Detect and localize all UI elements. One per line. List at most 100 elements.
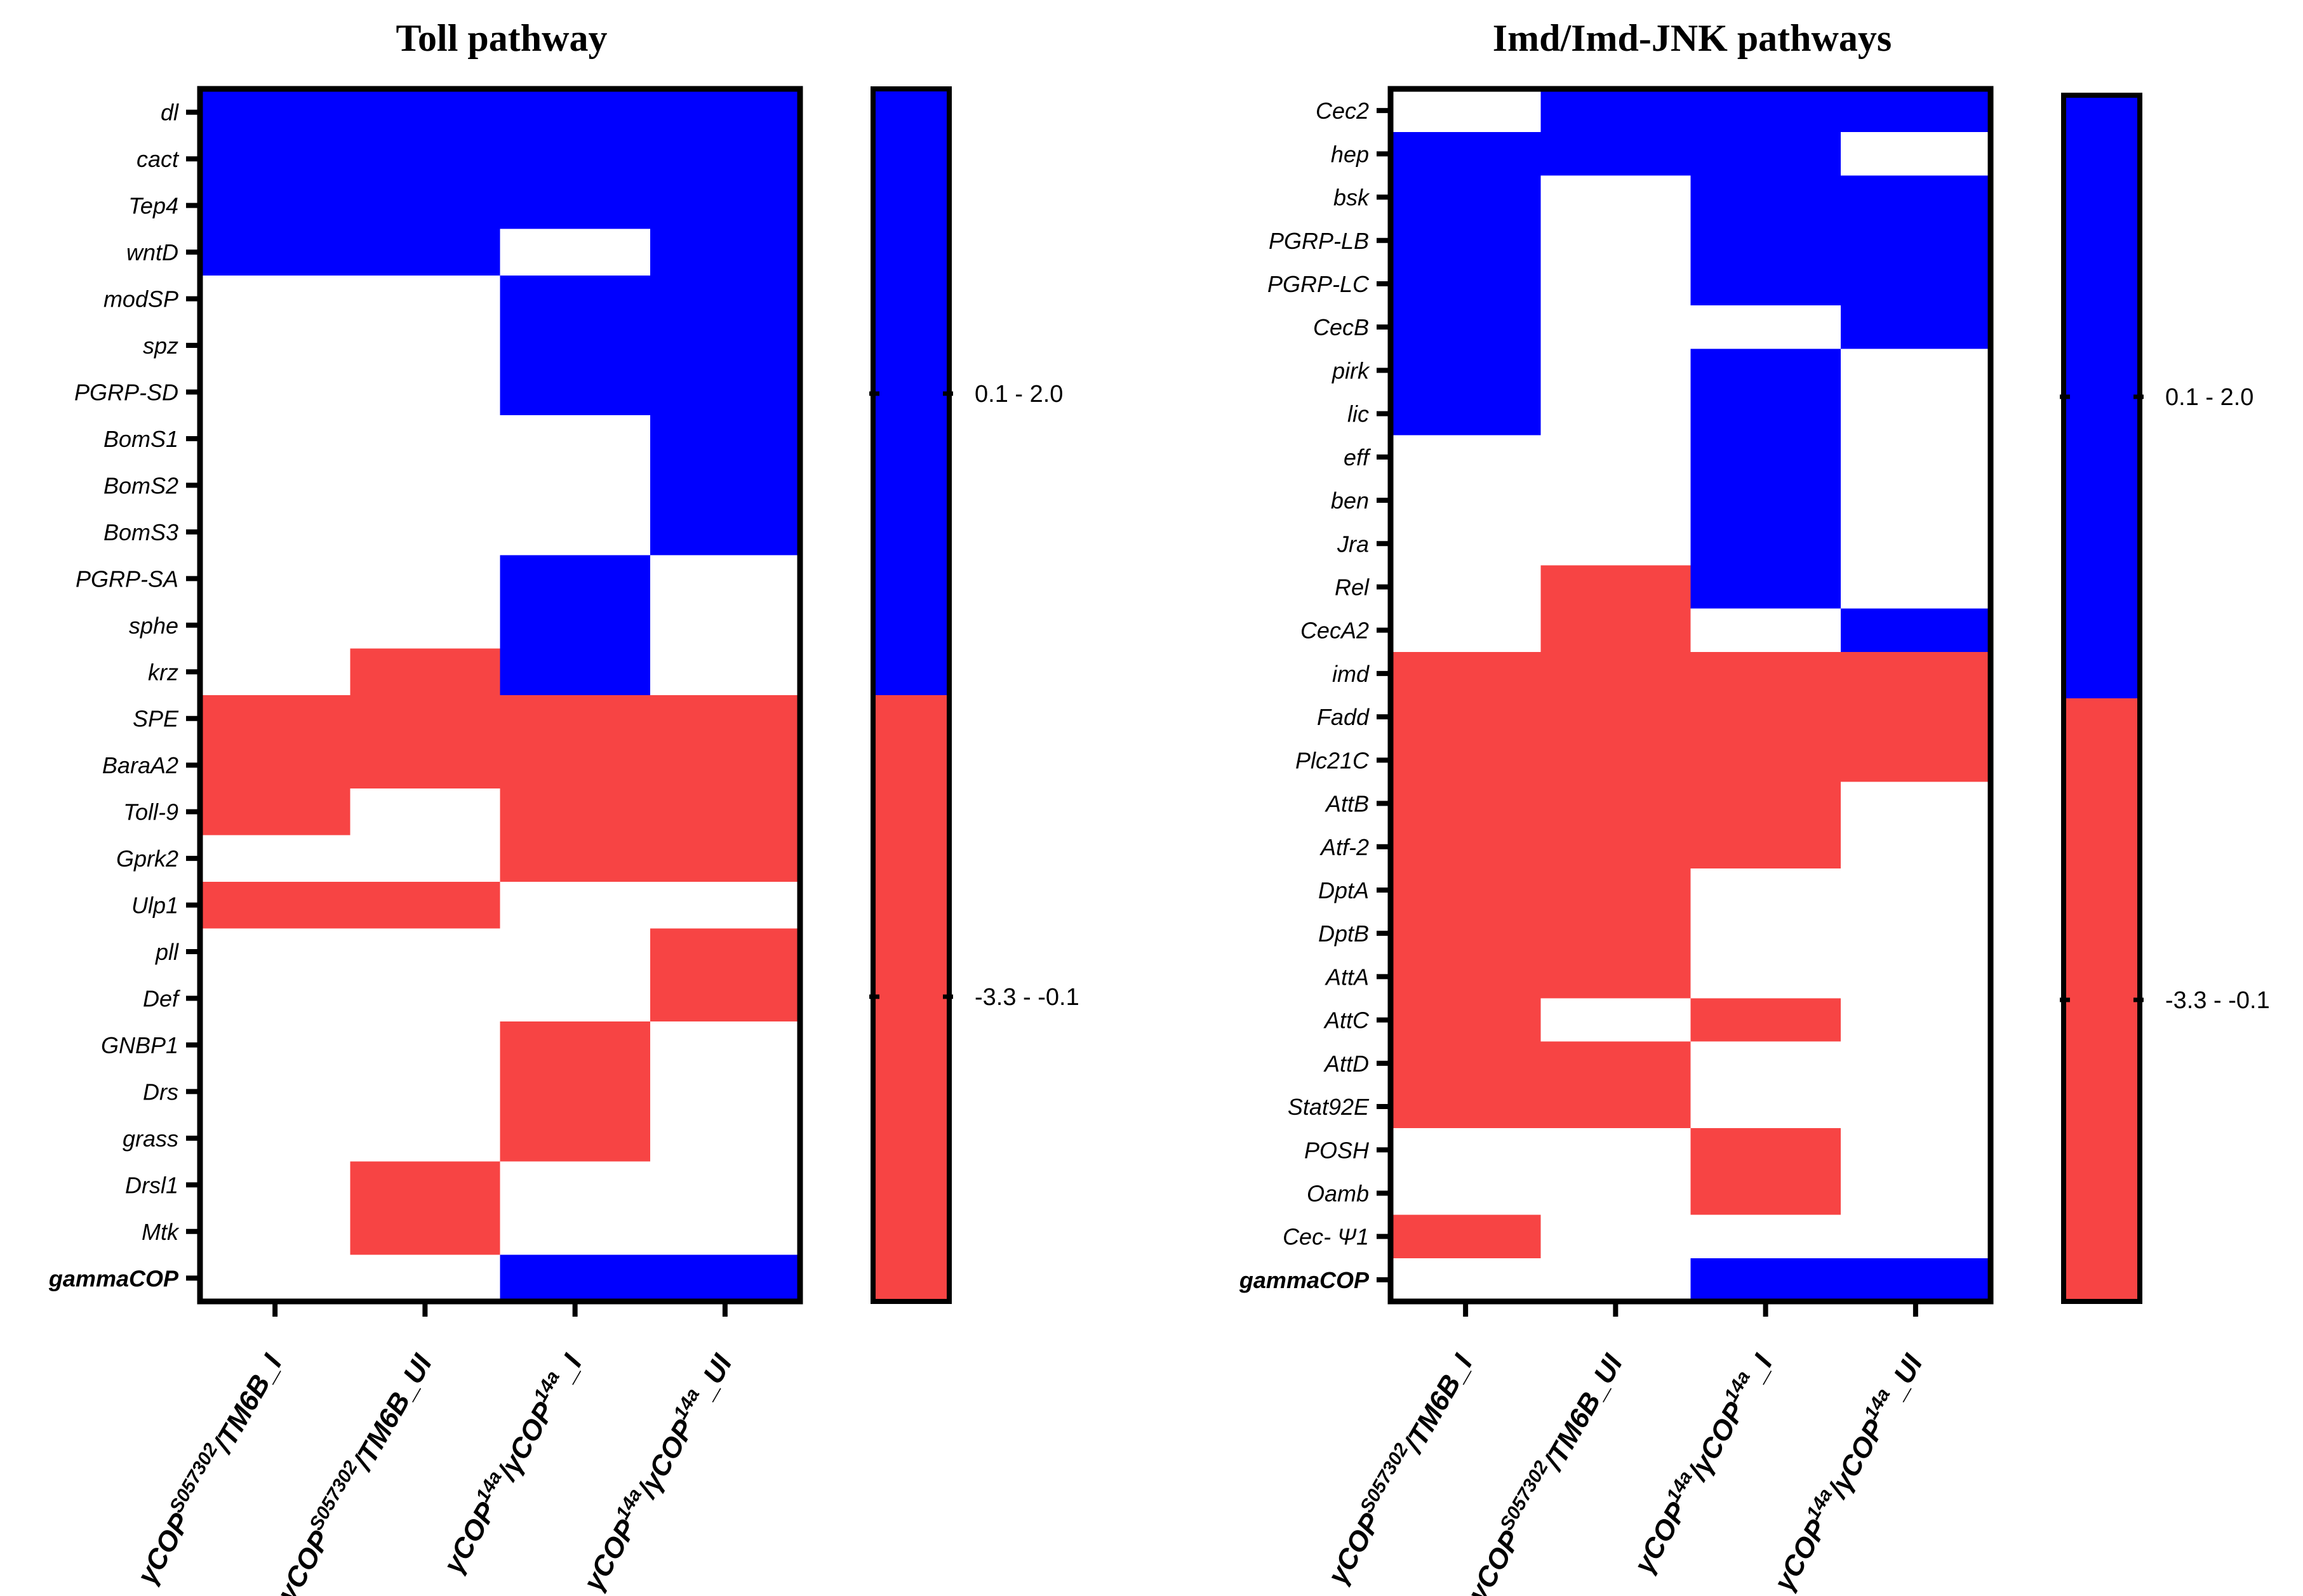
heatmap-cell-ulp1-col4 — [650, 881, 801, 929]
column-label: γCOP14a/γCOP14a_I — [1624, 1347, 1779, 1578]
row-label: pll — [155, 939, 179, 965]
row-label: gammaCOP — [1239, 1267, 1370, 1293]
column-label-part: COP — [139, 1508, 196, 1576]
heatmap-cell-toll-9-col4 — [650, 788, 801, 835]
heatmap-cell-pgrp-sa-col3 — [500, 555, 651, 602]
heatmap-cell-pirk-col4 — [1840, 349, 1991, 393]
heatmap-cell-pgrp-lb-col3 — [1690, 218, 1841, 263]
heatmap-cell-rel-col1 — [1391, 565, 1541, 609]
row-label: Cec2 — [1316, 98, 1369, 124]
heatmap-border — [197, 86, 803, 1305]
heatmap-cell-wntd-col4 — [650, 229, 801, 276]
heatmap-cell-pgrp-sa-col1 — [200, 555, 350, 602]
heatmap-cell-krz-col4 — [650, 648, 801, 696]
heatmap-cell-gnbp1-col2 — [350, 1021, 501, 1069]
chart-title: Imd/Imd-JNK pathways — [1493, 17, 1892, 59]
heatmap-cell-dpta-col2 — [1540, 868, 1692, 912]
row-label: Drs — [143, 1079, 178, 1105]
row-label: PGRP-SA — [76, 566, 178, 592]
column-label-part: COP — [279, 1526, 337, 1594]
row-label: Tep4 — [128, 193, 178, 219]
heatmap-cell-ceca2-col3 — [1690, 608, 1841, 653]
heatmap-cell-dl-col2 — [350, 89, 501, 136]
row-label: CecA2 — [1300, 618, 1369, 644]
heatmap-cell-eff-col4 — [1840, 435, 1991, 479]
row-label: Mtk — [142, 1219, 180, 1245]
row-label: CecB — [1313, 314, 1369, 340]
heatmap-cell-hep-col3 — [1690, 132, 1841, 176]
column-label-part: /TM6B_UI — [347, 1349, 438, 1477]
row-label: wntD — [126, 239, 178, 265]
heatmap-cell-dptb-col1 — [1391, 912, 1541, 955]
heatmap-cell-pgrp-sd-col4 — [650, 368, 801, 416]
row-label: Stat92E — [1288, 1094, 1370, 1120]
row-label: BomS3 — [103, 519, 178, 545]
legend-bar-border — [2061, 93, 2142, 1304]
heatmap-cell-wntd-col1 — [200, 229, 350, 276]
column-label-part: /γCOP — [631, 1414, 701, 1504]
heatmap-cell-rel-col4 — [1840, 565, 1991, 609]
heatmap-cell-sphe-col2 — [350, 602, 501, 649]
heatmap-cell-ulp1-col1 — [200, 881, 350, 929]
heatmap-cell-lic-col4 — [1840, 392, 1991, 436]
heatmap-cell-attb-col3 — [1690, 781, 1841, 826]
heatmap-cell-imd-col1 — [1391, 651, 1541, 696]
heatmap-cell-def-col2 — [350, 974, 501, 1022]
heatmap-cell-jra-col3 — [1690, 522, 1841, 566]
heatmap-cell-gammacop-col4 — [650, 1254, 801, 1302]
heatmap-cell-stat92e-col1 — [1391, 1084, 1541, 1129]
heatmap-cell-ulp1-col3 — [500, 881, 651, 929]
heatmap-cell-dpta-col4 — [1840, 868, 1991, 912]
row-label: AttD — [1323, 1051, 1369, 1077]
row-label: Ulp1 — [131, 893, 178, 919]
row-label: bsk — [1333, 185, 1370, 211]
legend-swatch-down — [873, 695, 949, 1301]
heatmap-cell-baraa2-col1 — [200, 741, 350, 789]
heatmap-cell-krz-col2 — [350, 648, 501, 696]
row-label: dl — [161, 100, 179, 126]
column-label: γCOPS057302/TM6B_UI — [267, 1347, 438, 1596]
heatmap-cell-attd-col3 — [1690, 1041, 1841, 1086]
heatmap-cell-pll-col1 — [200, 928, 350, 976]
heatmap-cell-gnbp1-col3 — [500, 1021, 651, 1069]
heatmap-cell-spe-col1 — [200, 695, 350, 743]
column-label-part: S057302 — [166, 1440, 222, 1517]
heatmap-cell-cec-1-col4 — [1840, 1214, 1991, 1259]
heatmap-cell-cact-col1 — [200, 135, 350, 183]
heatmap-cell-tep4-col1 — [200, 182, 350, 229]
heatmap-cell-stat92e-col3 — [1690, 1084, 1841, 1129]
heatmap-cell-posh-col2 — [1540, 1128, 1692, 1172]
chart-title: Toll pathway — [396, 17, 608, 59]
heatmap-cell-jra-col1 — [1391, 522, 1541, 566]
row-label: grass — [123, 1126, 178, 1152]
heatmap-cell-pgrp-sd-col3 — [500, 368, 651, 416]
heatmap-cell-dptb-col2 — [1540, 912, 1692, 955]
column-label: γCOPS057302/TM6B_I — [1318, 1347, 1479, 1590]
heatmap-cell-pgrp-lc-col3 — [1690, 262, 1841, 306]
heatmap-cell-pll-col4 — [650, 928, 801, 976]
heatmap-cell-pgrp-lb-col4 — [1840, 218, 1991, 263]
heatmap-cell-dl-col4 — [650, 89, 801, 136]
heatmap-cell-bsk-col1 — [1391, 175, 1541, 220]
heatmap-border — [1387, 86, 1994, 1305]
heatmap-cell-ben-col4 — [1840, 478, 1991, 522]
heatmap-cell-plc21c-col2 — [1540, 738, 1692, 783]
column-label-part: COP — [1330, 1508, 1387, 1576]
legend-label: 0.1 - 2.0 — [975, 381, 1063, 408]
heatmap-cell-fadd-col4 — [1840, 695, 1991, 739]
heatmap-cell-rel-col2 — [1540, 565, 1692, 609]
heatmap-cell-spe-col3 — [500, 695, 651, 743]
row-label: Plc21C — [1295, 747, 1370, 773]
heatmap-cell-mtk-col3 — [500, 1208, 651, 1256]
column-label: γCOPS057302/TM6B_I — [128, 1347, 288, 1590]
heatmap-cell-drs-col3 — [500, 1068, 651, 1115]
heatmap-cell-dpta-col1 — [1391, 868, 1541, 912]
column-label-part: /γCOP — [1822, 1414, 1892, 1504]
column-label-part: /γCOP — [1681, 1397, 1751, 1486]
heatmap-cell-fadd-col3 — [1690, 695, 1841, 739]
heatmap-cell-attc-col4 — [1840, 998, 1991, 1042]
heatmap-cell-gnbp1-col4 — [650, 1021, 801, 1069]
heatmap-cell-atta-col1 — [1391, 955, 1541, 999]
heatmap-cell-tep4-col3 — [500, 182, 651, 229]
heatmap-cell-modsp-col3 — [500, 275, 651, 323]
